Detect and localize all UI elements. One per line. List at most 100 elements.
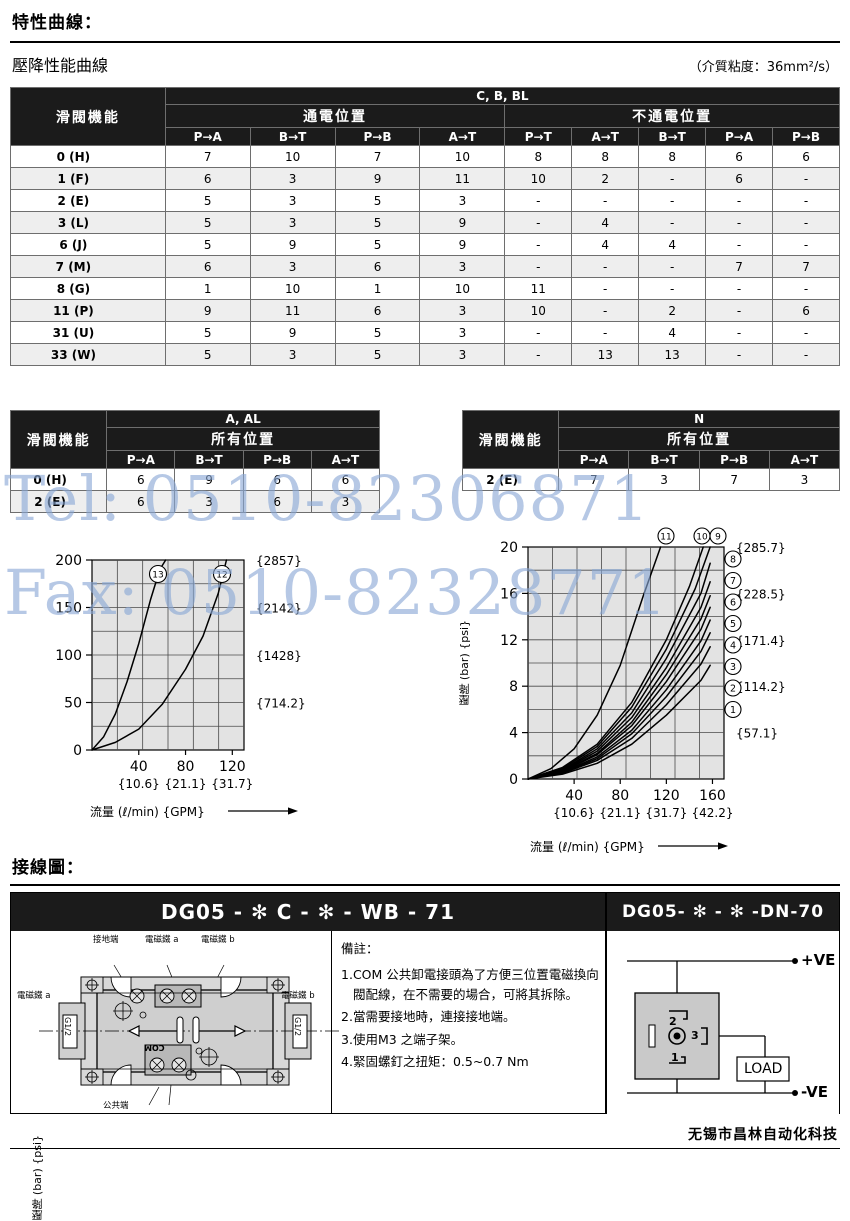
- table-a-cell-1-1: 3: [174, 490, 244, 513]
- svg-text:{171.4}: {171.4}: [736, 634, 786, 648]
- cell-5-3: 3: [419, 255, 506, 278]
- main-table-body: 0 (H) 7 10 7 10 8 8 8 6 6 1 (F) 6 3 9 11 10 2-6-2 (E) 5 3 5…: [10, 145, 840, 366]
- table-a-cell-0-2: 6: [242, 468, 312, 491]
- chart-left-flow-arrow: [228, 807, 298, 815]
- cell-1-1: 3: [249, 167, 336, 190]
- svg-text:0: 0: [509, 772, 518, 788]
- chart-right-flow-arrow: [658, 842, 728, 850]
- wiring-right-panel: DG05- ✻ - ✻ -DN-70: [606, 892, 840, 1114]
- table-row: 0 (H) 6 9 6 6: [9, 468, 381, 491]
- cell-9-0: 5: [164, 343, 251, 366]
- pressure-drop-table-a-al: 滑閥機能 A, AL 所有位置 P→A B→T P→B A→T 0 (H) 6 9 6 6 2 …: [9, 410, 381, 513]
- main-table-group-label: C, B, BL: [164, 87, 841, 105]
- note-text: 當需要接地時，連接接地端。: [352, 1009, 516, 1025]
- label-solenoid-b-right: 電磁鐵 b: [281, 991, 315, 1001]
- table-n-col-header-2: P→B: [698, 450, 770, 469]
- svg-text:120: 120: [219, 759, 246, 775]
- svg-text:10: 10: [696, 532, 708, 542]
- svg-text:{714.2}: {714.2}: [256, 697, 306, 711]
- cell-9-8: -: [772, 343, 840, 366]
- cell-2-1: 3: [249, 189, 336, 212]
- row-label: 1 (F): [10, 167, 166, 190]
- main-col-header-3: A→T: [419, 127, 506, 146]
- svg-text:120: 120: [653, 788, 680, 804]
- cell-4-3: 9: [419, 233, 506, 256]
- cell-6-7: -: [705, 277, 774, 300]
- label-solenoid-a-top: 電磁鐵 a: [145, 935, 179, 945]
- divider-top: [10, 41, 840, 43]
- svg-text:200: 200: [55, 553, 82, 569]
- cell-2-2: 5: [334, 189, 421, 212]
- svg-text:{114.2}: {114.2}: [736, 680, 786, 694]
- table-n-row-header: 滑閥機能: [461, 410, 560, 469]
- svg-text:{285.7}: {285.7}: [736, 541, 786, 555]
- cell-1-7: 6: [705, 167, 774, 190]
- table-row: 3 (L) 5 3 5 9-4- - -: [10, 211, 840, 234]
- svg-text:4: 4: [509, 726, 518, 742]
- svg-text:5: 5: [730, 619, 736, 630]
- svg-text:{57.1}: {57.1}: [736, 727, 778, 741]
- cell-0-5: 8: [571, 145, 640, 168]
- cell-3-8: -: [772, 211, 840, 234]
- cell-7-4: 10: [504, 299, 573, 322]
- label-pin-1: 1: [671, 1051, 679, 1064]
- cell-2-7: -: [705, 189, 774, 212]
- table-row: 0 (H) 7 10 7 10 8 8 8 6 6: [10, 145, 840, 168]
- cell-5-6: -: [638, 255, 707, 278]
- pressure-drop-table-cbbl: 滑閥機能 C, B, BL 通電位置 不通電位置 P→A B→T P→B A→T P→T…: [10, 87, 841, 366]
- cell-9-1: 3: [249, 343, 336, 366]
- svg-text:6: 6: [730, 597, 736, 608]
- svg-text:160: 160: [699, 788, 726, 804]
- cell-3-6: -: [638, 211, 707, 234]
- cell-4-5: 4: [571, 233, 640, 256]
- cell-7-1: 11: [249, 299, 336, 322]
- svg-text:{10.6}: {10.6}: [553, 806, 595, 820]
- cell-0-6: 8: [638, 145, 707, 168]
- note-number: 3.: [341, 1031, 353, 1047]
- cell-3-4: -: [504, 211, 573, 234]
- row-label: 2 (E): [461, 468, 560, 491]
- wiring-left-panel: DG05 - ✻ C - ✻ - WB - 71: [10, 892, 606, 1114]
- row-label: 2 (E): [10, 189, 166, 212]
- cell-4-8: -: [772, 233, 840, 256]
- chart-right-ylabel: 壓降 (bar) {psi}: [458, 620, 471, 706]
- label-load: LOAD: [744, 1061, 783, 1077]
- cell-2-8: -: [772, 189, 840, 212]
- cell-6-0: 1: [164, 277, 251, 300]
- cell-2-5: -: [571, 189, 640, 212]
- cell-4-2: 5: [334, 233, 421, 256]
- svg-text:1: 1: [730, 705, 736, 716]
- cell-5-8: 7: [772, 255, 840, 278]
- main-table-subgroup-energized: 通電位置: [164, 104, 506, 128]
- cell-6-1: 10: [249, 277, 336, 300]
- cell-0-8: 6: [772, 145, 840, 168]
- row-label: 2 (E): [9, 490, 108, 513]
- label-com: COM: [144, 1043, 165, 1052]
- svg-text:40: 40: [130, 759, 148, 775]
- table-row: 11 (P) 9 11 6 3 10-2-6: [10, 299, 840, 322]
- label-minus-ve: -VE: [801, 1083, 828, 1101]
- cell-6-8: -: [772, 277, 840, 300]
- cell-9-4: -: [504, 343, 573, 366]
- cell-1-2: 9: [334, 167, 421, 190]
- cell-2-0: 5: [164, 189, 251, 212]
- chart-right-xlabel: 流量 (ℓ/min) {GPM}: [530, 840, 645, 854]
- table-row: 8 (G) 1 10 1 10 11- - - -: [10, 277, 840, 300]
- svg-text:{31.7}: {31.7}: [645, 806, 687, 820]
- svg-text:8: 8: [730, 554, 736, 565]
- svg-text:9: 9: [715, 532, 721, 542]
- cell-6-6: -: [638, 277, 707, 300]
- cell-3-2: 5: [334, 211, 421, 234]
- svg-text:12: 12: [500, 633, 518, 649]
- note-text: COM 公共卸電接頭為了方便三位置電磁換向閥配線，在不需要的場合，可將其拆除。: [352, 967, 599, 1002]
- main-col-header-0: P→A: [164, 127, 251, 146]
- note-item-4: 4. 緊固螺釘之扭矩：0.5~0.7 Nm: [341, 1052, 599, 1071]
- svg-text:3: 3: [730, 662, 736, 673]
- cell-5-7: 7: [705, 255, 774, 278]
- table-a-group-label: A, AL: [106, 410, 380, 428]
- table-n-group-label: N: [558, 410, 840, 428]
- cell-7-8: 6: [772, 299, 840, 322]
- svg-text:2: 2: [730, 683, 736, 694]
- main-table-subgroup-deenergized: 不通電位置: [504, 104, 840, 128]
- cell-8-1: 9: [249, 321, 336, 344]
